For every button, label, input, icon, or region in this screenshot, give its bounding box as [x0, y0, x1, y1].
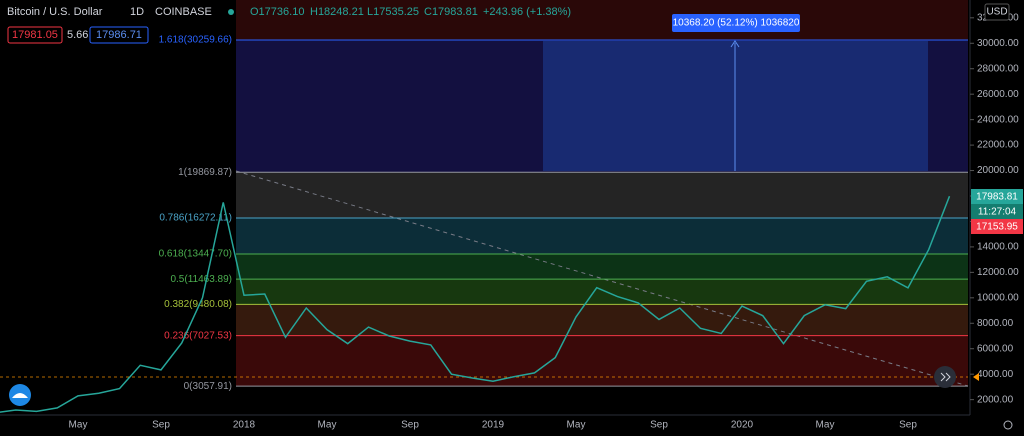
x-tick-label: May — [567, 420, 586, 431]
countdown: 11:27:04 — [978, 207, 1017, 218]
last-price: 17983.81 — [976, 192, 1018, 203]
ask[interactable]: 17986.71 — [96, 29, 142, 41]
measure-label-box — [672, 14, 800, 32]
interval: 1D — [130, 6, 144, 18]
x-tick-label: 2018 — [233, 420, 256, 431]
price-badge — [971, 204, 1023, 219]
fib-label: 0.236(7027.53) — [164, 330, 232, 341]
trend-line — [235, 170, 969, 387]
x-tick-label: May — [318, 420, 337, 431]
x-tick-label: Sep — [899, 420, 917, 431]
zone — [236, 0, 968, 40]
close: C17983.81 — [424, 6, 478, 18]
spread: 5.66 — [67, 29, 88, 41]
y-tick-label: 26000.00 — [977, 89, 1019, 100]
fib-zone — [236, 172, 968, 218]
y-tick-label: 22000.00 — [977, 140, 1019, 151]
fib-zone — [236, 279, 968, 305]
y-tick-label: 28000.00 — [977, 63, 1019, 74]
exchange: COINBASE — [155, 6, 212, 18]
y-tick-label: 30000.00 — [977, 38, 1019, 49]
y-tick-label: 20000.00 — [977, 165, 1019, 176]
low: L17535.25 — [367, 6, 419, 18]
fib-label: 0.5(11463.89) — [170, 274, 232, 285]
status-dot — [228, 9, 234, 15]
x-tick-label: Sep — [401, 420, 419, 431]
fib-label: 0(3057.91) — [184, 381, 232, 392]
fib-label: 1.618(30259.66) — [159, 35, 232, 46]
fib-label: 0.786(16272.11) — [159, 213, 232, 224]
fib-zone — [236, 304, 968, 336]
x-tick-label: May — [816, 420, 835, 431]
bid-box[interactable] — [7, 26, 63, 44]
open: O17736.10 — [250, 6, 304, 18]
y-tick-label: 6000.00 — [977, 343, 1014, 354]
ask-box[interactable] — [89, 26, 149, 44]
fib-zone — [236, 217, 968, 254]
scroll-icon — [940, 372, 951, 382]
y-tick-label: 8000.00 — [977, 318, 1014, 329]
y-tick-label: 4000.00 — [977, 369, 1014, 380]
time-axis — [0, 415, 970, 436]
measure-arrow-head — [730, 40, 740, 48]
change: +243.96 (+1.38%) — [483, 6, 571, 18]
logo-icon — [12, 393, 28, 398]
x-tick-label: May — [69, 420, 88, 431]
fib-label: 0.382(9480.08) — [164, 299, 232, 310]
fib-label: 1(19869.87) — [178, 167, 232, 178]
alert-marker — [973, 373, 979, 381]
price-badge — [971, 219, 1023, 234]
fib-label: 0.618(13447.70) — [159, 249, 232, 260]
symbol: Bitcoin / U.S. Dollar — [7, 6, 103, 18]
price-badge-text: 17153.95 — [976, 222, 1018, 233]
price-line — [0, 195, 951, 413]
currency[interactable]: USD — [986, 7, 1007, 18]
y-tick-label: 2000.00 — [977, 394, 1014, 405]
x-tick-label: Sep — [152, 420, 170, 431]
fib-zone — [236, 335, 968, 387]
price-badge — [971, 189, 1023, 204]
bid[interactable]: 17981.05 — [12, 29, 58, 41]
currency-box[interactable] — [984, 3, 1010, 21]
high: H18248.21 — [310, 6, 364, 18]
settings[interactable] — [1003, 420, 1013, 430]
y-tick-label: 14000.00 — [977, 242, 1019, 253]
x-tick-label: 2019 — [482, 420, 505, 431]
x-tick-label: 2020 — [731, 420, 754, 431]
fib-zone — [236, 253, 968, 280]
measure-label: 10368.20 (52.12%) 1036820 — [673, 18, 800, 29]
y-tick-label: 12000.00 — [977, 267, 1019, 278]
y-tick-label: 10000.00 — [977, 292, 1019, 303]
y-tick-label: 24000.00 — [977, 114, 1019, 125]
x-tick-label: Sep — [650, 420, 668, 431]
